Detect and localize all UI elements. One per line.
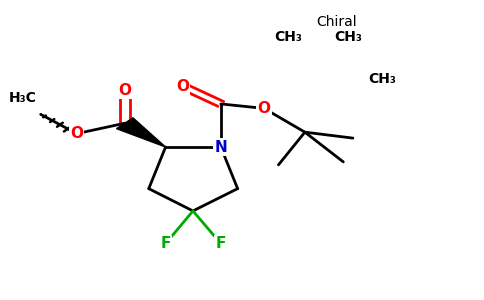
Text: F: F — [160, 236, 171, 251]
Text: O: O — [257, 101, 271, 116]
Text: CH₃: CH₃ — [334, 30, 362, 44]
Text: O: O — [118, 83, 131, 98]
Text: CH₃: CH₃ — [368, 72, 396, 86]
Text: CH₃: CH₃ — [274, 30, 302, 44]
Text: Chiral: Chiral — [316, 15, 356, 29]
Text: O: O — [70, 126, 83, 141]
Text: H₃C: H₃C — [9, 91, 37, 105]
Text: O: O — [176, 79, 189, 94]
Text: F: F — [216, 236, 226, 251]
Text: N: N — [214, 140, 227, 154]
Polygon shape — [117, 118, 166, 147]
